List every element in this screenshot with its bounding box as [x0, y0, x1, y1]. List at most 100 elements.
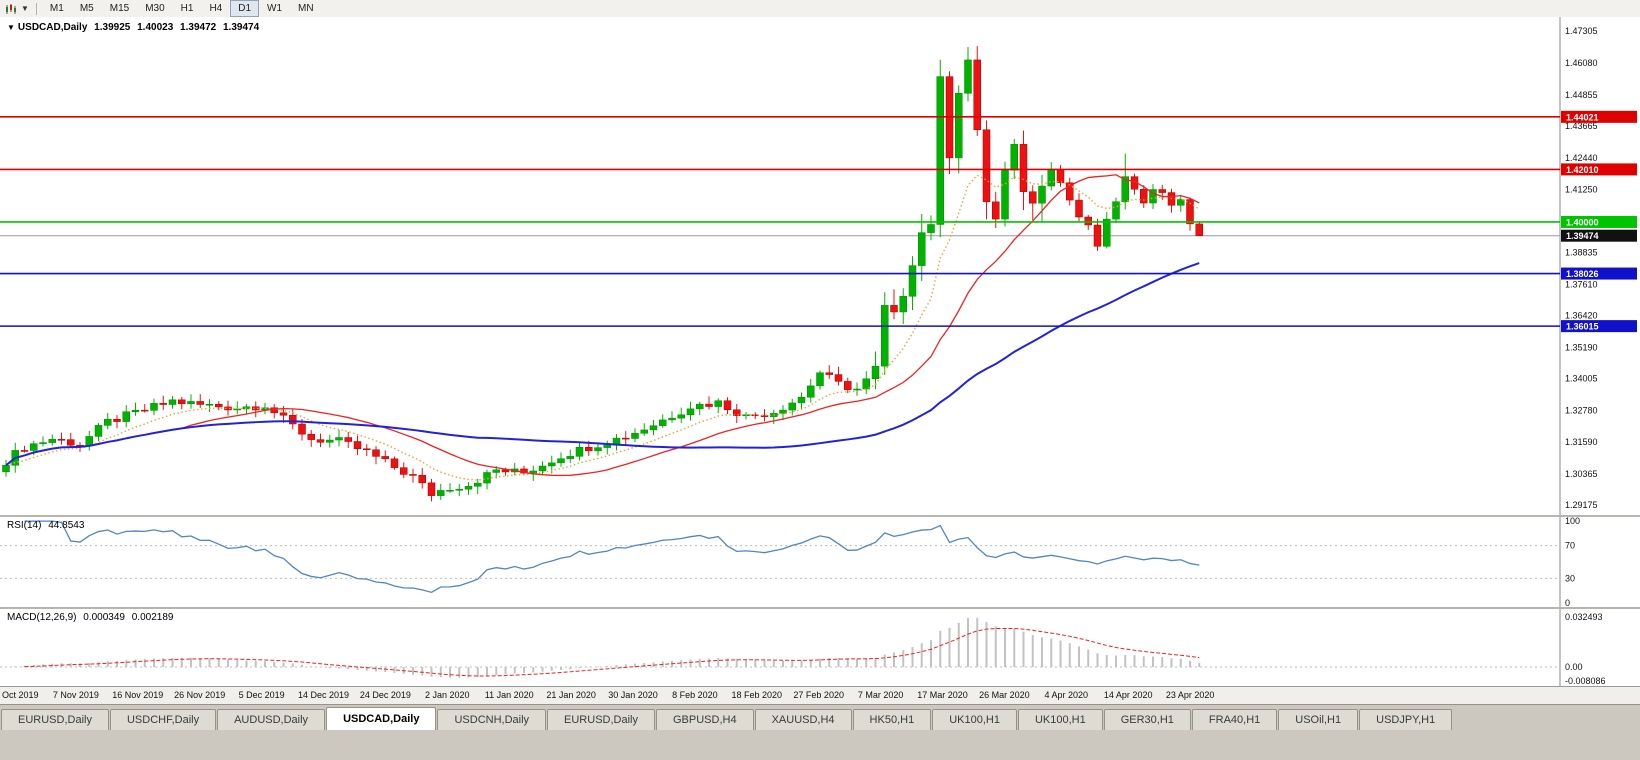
candle-body [733, 409, 741, 416]
chart-tab-eurusd-daily[interactable]: EURUSD,Daily [1, 709, 109, 730]
macd-indicator-panel: MACD(12,26,9) 0.000349 0.002189 0.032493… [0, 609, 1640, 686]
candle-body [242, 406, 251, 410]
timeframe-buttons: M1 M5 M15 M30 H1 H4 D1 W1 MN [42, 0, 322, 17]
candle-body [446, 490, 454, 492]
macd-canvas[interactable]: 0.032493 0.00 -0.008086 [0, 609, 1640, 686]
candle-body [797, 396, 806, 404]
candle-body [696, 403, 704, 410]
rsi-canvas[interactable]: 100 70 30 0 [0, 517, 1640, 607]
timeframe-button-m30[interactable]: M30 [145, 3, 165, 14]
chart-tab-hk50-h1[interactable]: HK50,H1 [852, 709, 932, 730]
timeframe-button-h4[interactable]: H4 [209, 3, 223, 14]
level-price-badge-text: 1.36015 [1566, 322, 1599, 332]
macd-value-signal: 0.002189 [131, 612, 174, 623]
candle-body [474, 482, 482, 487]
candle-body [1038, 185, 1046, 204]
x-axis-date-label: 30 Jan 2020 [608, 690, 658, 700]
candle-body [205, 404, 214, 406]
chart-tab-xauusd-h4[interactable]: XAUUSD,H4 [754, 709, 852, 730]
panel-splitter[interactable] [0, 607, 1640, 609]
candle-body [1084, 216, 1092, 226]
candle-body [344, 437, 352, 442]
chart-tab-fra40-h1[interactable]: FRA40,H1 [1191, 709, 1278, 730]
timeframe-button-d1[interactable]: D1 [230, 0, 260, 17]
chart-tab-gbpusd-h4[interactable]: GBPUSD,H4 [656, 709, 754, 730]
timeframe-button-w1[interactable]: W1 [267, 3, 283, 14]
x-axis-date-label: 17 Mar 2020 [917, 690, 968, 700]
rsi-label: RSI(14) 44.8543 [7, 520, 88, 531]
timeframe-button-m5[interactable]: M5 [79, 3, 94, 14]
candle-body [57, 439, 66, 441]
timeframe-button-h1[interactable]: H1 [180, 3, 194, 14]
chart-tab-usoil-h1[interactable]: USOil,H1 [1278, 709, 1359, 730]
rsi-name: RSI(14) [7, 520, 42, 531]
candle-body [150, 403, 158, 411]
candle-body [594, 447, 602, 452]
candle-body [141, 409, 149, 412]
candle-body [1075, 199, 1083, 218]
candle-body [936, 76, 944, 225]
ma-fast-line [5, 174, 1200, 481]
x-axis-date-label: 18 Feb 2020 [731, 690, 783, 700]
y-axis-label: 1.34005 [1565, 374, 1598, 384]
candle-body [548, 462, 556, 467]
timeframe-button-m1[interactable]: M1 [49, 3, 64, 14]
chart-menu-caret-icon[interactable]: ▼ [7, 23, 15, 32]
candle-body [224, 406, 232, 411]
candle-body [94, 425, 103, 437]
timeframe-button-m15[interactable]: M15 [109, 3, 130, 14]
chart-tab-usdjpy-h1[interactable]: USDJPY,H1 [1359, 709, 1453, 730]
candle-body [1177, 199, 1185, 206]
candle-body [1010, 144, 1018, 171]
candle-body [779, 409, 787, 414]
rsi-axis-label: 0 [1565, 598, 1570, 607]
candlestick-series[interactable] [2, 46, 1203, 502]
macd-axis-label: 0.00 [1565, 662, 1583, 672]
ohlc-close: 1.39474 [222, 22, 260, 33]
candle-body [113, 418, 121, 422]
chart-tab-usdcnh-daily[interactable]: USDCNH,Daily [437, 709, 547, 730]
date-axis[interactable]: 29 Oct 2019 7 Nov 2019 16 Nov 2019 26 Nov 2… [0, 686, 1640, 705]
y-axis-labels: 1.47305 1.46080 1.44855 1.43665 1.42440 1.412… [1565, 26, 1598, 510]
candle-body [122, 411, 130, 422]
chart-tab-usdchf-daily[interactable]: USDCHF,Daily [109, 709, 217, 730]
current-price-badge-text: 1.39474 [1566, 231, 1599, 241]
candle-body [723, 400, 732, 411]
candle-body [2, 465, 10, 473]
candle-body [1103, 218, 1111, 247]
chart-type-icon[interactable] [3, 2, 19, 16]
chart-tab-eurusd-daily[interactable]: EURUSD,Daily [547, 709, 655, 730]
candle-body [1195, 223, 1203, 236]
ohlc-low: 1.39472 [180, 22, 217, 33]
timeframe-toolbar: ▼ M1 M5 M15 M30 H1 H4 D1 W1 MN [0, 0, 1640, 18]
candle-body [1029, 191, 1037, 204]
timeframe-button-mn[interactable]: MN [298, 3, 314, 14]
candle-body [1149, 189, 1157, 204]
macd-axis-label: -0.008086 [1565, 676, 1606, 686]
chart-tab-uk100-h1[interactable]: UK100,H1 [932, 709, 1017, 730]
macd-value-main: 0.000349 [83, 612, 125, 623]
macd-axis-label: 0.032493 [1565, 612, 1603, 622]
candle-body [853, 388, 861, 391]
candle-body [760, 415, 769, 417]
y-axis-label: 1.43665 [1565, 121, 1598, 131]
chart-type-dropdown-caret-icon[interactable]: ▼ [21, 4, 29, 13]
candle-body [39, 442, 47, 444]
candle-body [501, 469, 510, 473]
chart-tab-uk100-h1[interactable]: UK100,H1 [1017, 709, 1103, 730]
chart-tab-audusd-daily[interactable]: AUDUSD,Daily [217, 709, 326, 730]
candle-body [483, 472, 491, 484]
candle-body [677, 414, 685, 419]
x-axis-date-label: 11 Jan 2020 [484, 690, 534, 700]
candle-body [1158, 189, 1166, 193]
y-axis-label: 1.44855 [1565, 90, 1598, 100]
candle-body [437, 490, 445, 496]
main-chart-canvas[interactable]: 1.47305 1.46080 1.44855 1.43665 1.42440 1.412… [0, 17, 1640, 515]
level-price-badge [1561, 110, 1637, 123]
chart-tab-usdcad-daily[interactable]: USDCAD,Daily [326, 707, 437, 730]
chart-tab-bar: EURUSD,Daily USDCHF,Daily AUDUSD,Daily USDC… [0, 704, 1640, 730]
panel-splitter[interactable] [0, 515, 1640, 517]
level-price-badge-text: 1.38026 [1566, 269, 1599, 279]
chart-tab-ger30-h1[interactable]: GER30,H1 [1103, 709, 1191, 730]
candle-body [649, 425, 658, 431]
